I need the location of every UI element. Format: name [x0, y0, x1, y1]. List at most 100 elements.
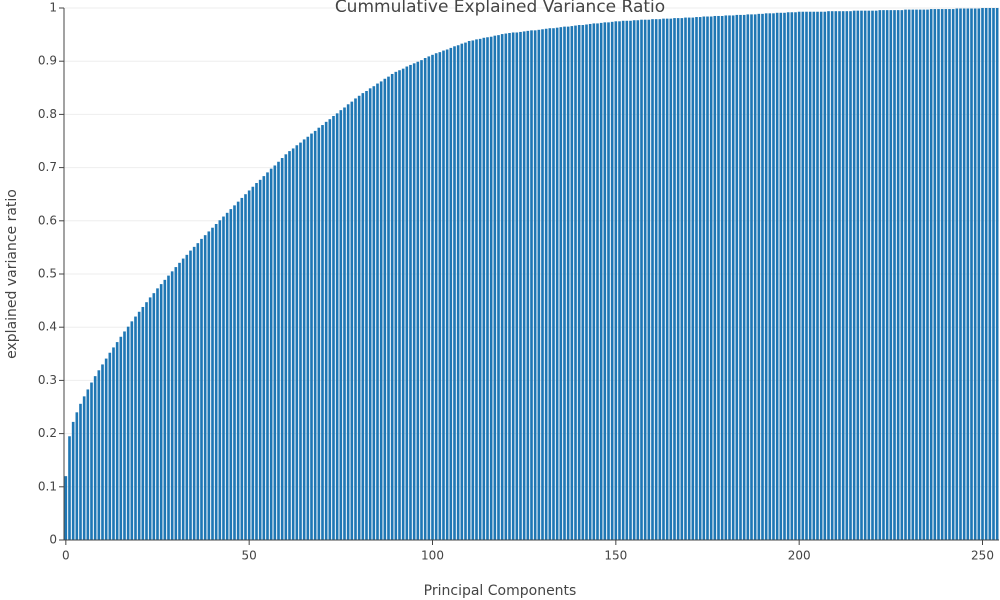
- bar: [632, 20, 636, 540]
- bar: [306, 136, 310, 540]
- bar: [427, 56, 431, 541]
- bar: [629, 20, 632, 540]
- bar: [515, 32, 519, 541]
- bar: [379, 81, 383, 540]
- y-tick-label: 0.1: [38, 479, 57, 493]
- bar: [244, 194, 247, 540]
- y-axis-title: explained variance ratio: [4, 189, 20, 359]
- bar: [218, 220, 222, 540]
- bar: [335, 113, 339, 540]
- bar: [167, 275, 170, 540]
- bar: [537, 29, 541, 540]
- bar: [988, 8, 992, 540]
- bar: [702, 16, 706, 540]
- bar: [940, 9, 944, 540]
- bar: [790, 12, 794, 541]
- bar: [742, 14, 746, 540]
- bar: [618, 21, 621, 541]
- bar: [559, 27, 563, 541]
- bar: [519, 31, 522, 540]
- y-tick-label: 0.2: [38, 426, 57, 440]
- bar: [442, 50, 445, 541]
- bar: [148, 297, 152, 540]
- bar: [423, 58, 427, 541]
- bar: [310, 133, 313, 540]
- bar: [838, 11, 841, 540]
- bar: [948, 9, 951, 540]
- bar: [332, 115, 335, 540]
- bar: [783, 12, 786, 540]
- bar: [878, 10, 882, 541]
- bar: [401, 68, 405, 540]
- bar: [387, 76, 390, 541]
- bar: [266, 172, 269, 540]
- bar: [141, 306, 145, 540]
- bar: [603, 22, 607, 540]
- bar: [812, 11, 816, 541]
- bar: [467, 40, 471, 540]
- bar: [383, 78, 387, 541]
- bar: [159, 284, 163, 540]
- bar: [302, 139, 306, 541]
- bar: [625, 20, 629, 540]
- bar: [797, 11, 801, 541]
- bar: [724, 15, 728, 541]
- bar: [409, 64, 412, 540]
- bar: [684, 17, 687, 541]
- bar: [497, 35, 500, 541]
- bar: [394, 71, 398, 540]
- bar: [662, 18, 665, 540]
- bar: [665, 18, 669, 540]
- bar: [522, 31, 526, 541]
- bar: [115, 342, 119, 540]
- bar: [464, 42, 467, 541]
- bar: [541, 29, 544, 541]
- bar: [885, 10, 889, 541]
- bar: [951, 9, 955, 540]
- bar: [145, 302, 148, 540]
- bar: [555, 27, 559, 540]
- bar: [955, 8, 959, 541]
- bar: [163, 279, 167, 540]
- bar: [478, 38, 482, 541]
- bar: [614, 21, 618, 541]
- bar: [255, 183, 258, 540]
- bar: [71, 421, 75, 540]
- bar: [456, 45, 460, 541]
- bar: [200, 238, 203, 540]
- bar: [900, 10, 904, 541]
- x-tick-label: 100: [421, 549, 444, 563]
- bar: [610, 21, 614, 540]
- bar: [313, 130, 317, 540]
- bar: [768, 13, 772, 540]
- bar: [750, 14, 753, 541]
- bar: [247, 190, 251, 540]
- bar: [277, 161, 280, 541]
- bar: [599, 22, 603, 541]
- bar: [170, 271, 174, 540]
- x-tick-label: 200: [788, 549, 811, 563]
- bar: [735, 14, 739, 540]
- bar: [687, 17, 691, 541]
- bar: [761, 13, 764, 541]
- y-tick-label: 0.9: [38, 54, 57, 68]
- bar: [324, 121, 328, 541]
- bar: [229, 209, 233, 540]
- bar: [577, 25, 581, 541]
- bar: [405, 66, 409, 541]
- bar: [500, 34, 504, 541]
- bar: [592, 23, 596, 541]
- axes: 0 0.1 0.2 0.3 0.4 0.5 0.6 0.7 0.8 0.9 1 0 50 100 150 20…: [38, 1, 999, 563]
- bar: [574, 25, 577, 540]
- bar: [482, 37, 486, 541]
- y-tick-label: 0.7: [38, 160, 57, 174]
- bar: [563, 26, 566, 541]
- bar: [225, 212, 229, 540]
- bar: [203, 235, 207, 540]
- bar: [801, 11, 805, 541]
- bar: [321, 125, 324, 540]
- bar: [566, 26, 570, 541]
- bar: [893, 10, 896, 541]
- bar: [588, 23, 592, 540]
